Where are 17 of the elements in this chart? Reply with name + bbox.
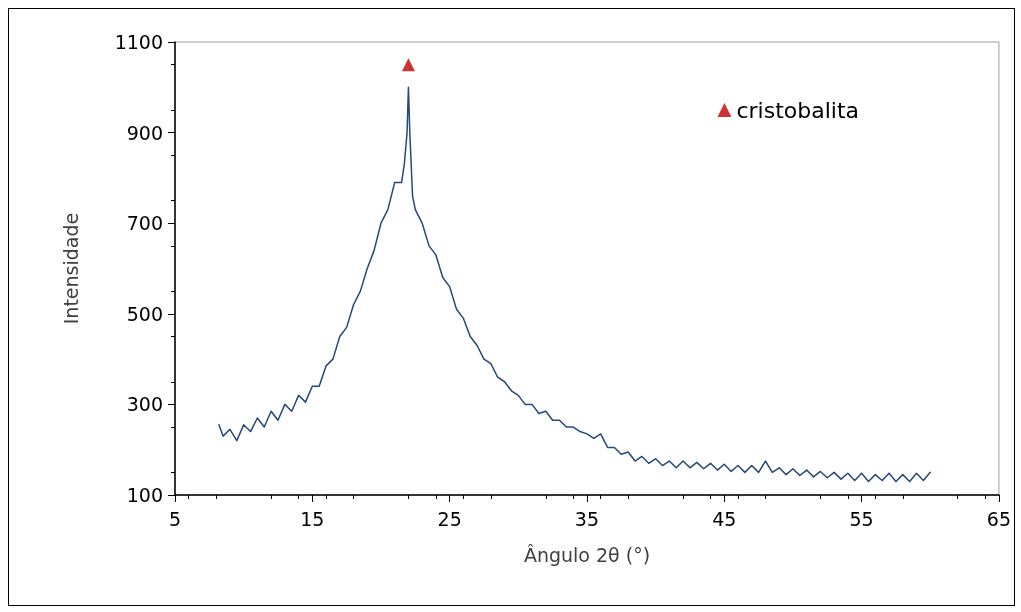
x-axis-title: Ângulo 2θ (°)	[523, 543, 651, 566]
y-tick-label: 700	[126, 212, 163, 235]
x-tick-label: 15	[300, 507, 325, 530]
x-tick-label: 5	[168, 507, 182, 530]
x-tick-label: 25	[437, 507, 462, 530]
line-series	[218, 86, 931, 483]
y-tick-label: 100	[126, 484, 163, 506]
y-tick-label: 500	[126, 302, 163, 325]
x-tick-label: 55	[849, 507, 874, 530]
y-tick-label: 900	[126, 121, 163, 144]
y-tick-label: 1100	[114, 31, 163, 53]
x-tick-label: 35	[574, 507, 600, 530]
y-tick-label: 300	[126, 393, 163, 416]
x-tick-label: 45	[712, 507, 737, 530]
x-tick-label: 65	[986, 507, 1012, 530]
y-axis-title: Intensidade	[59, 212, 82, 325]
legend-label: cristobalita	[736, 97, 860, 123]
